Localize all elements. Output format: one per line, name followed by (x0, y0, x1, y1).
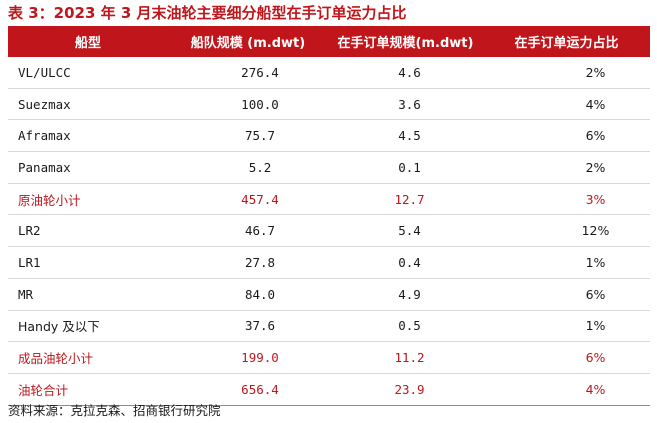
header-fleet-size: 船队规模 (m.dwt) (168, 26, 328, 57)
cell-orderbook-size: 12.7 (328, 183, 483, 216)
cell-orderbook-ratio: 1% (483, 310, 650, 343)
cell-orderbook-size: 11.2 (328, 341, 483, 374)
table-row-subtotal: 成品油轮小计 199.0 11.2 6% (8, 341, 650, 374)
header-orderbook-size: 在手订单规模(m.dwt) (328, 26, 483, 57)
cell-orderbook-size: 0.5 (328, 310, 483, 343)
table-row: Suezmax 100.0 3.6 4% (8, 88, 650, 121)
cell-ship-type: Panamax (8, 151, 168, 184)
cell-fleet-size: 37.6 (168, 310, 328, 343)
cell-ship-type: 原油轮小计 (8, 183, 168, 216)
source-note: 资料来源：克拉克森、招商银行研究院 (8, 403, 221, 418)
cell-fleet-size: 100.0 (168, 88, 328, 121)
cell-fleet-size: 75.7 (168, 119, 328, 153)
cell-ship-type: VL/ULCC (8, 57, 168, 89)
cell-orderbook-ratio: 12% (483, 214, 650, 248)
cell-ship-type: LR1 (8, 246, 168, 279)
cell-orderbook-ratio: 6% (483, 341, 650, 374)
table-row: VL/ULCC 276.4 4.6 2% (8, 57, 650, 89)
cell-ship-type: 油轮合计 (8, 373, 168, 406)
cell-fleet-size: 27.8 (168, 246, 328, 279)
orderbook-table: 船型 船队规模 (m.dwt) 在手订单规模(m.dwt) 在手订单运力占比 V… (8, 26, 650, 406)
table-row: LR2 46.7 5.4 12% (8, 214, 650, 248)
cell-fleet-size: 276.4 (168, 57, 328, 89)
cell-fleet-size: 457.4 (168, 183, 328, 216)
table-row-subtotal: 原油轮小计 457.4 12.7 3% (8, 183, 650, 216)
cell-orderbook-ratio: 2% (483, 151, 650, 184)
table-row: MR 84.0 4.9 6% (8, 278, 650, 311)
cell-orderbook-ratio: 6% (483, 119, 650, 153)
cell-orderbook-ratio: 4% (483, 88, 650, 121)
cell-fleet-size: 199.0 (168, 341, 328, 374)
cell-orderbook-ratio: 2% (483, 57, 650, 89)
header-ship-type: 船型 (8, 26, 168, 57)
cell-orderbook-size: 4.9 (328, 278, 483, 311)
cell-orderbook-ratio: 4% (483, 373, 650, 406)
cell-orderbook-ratio: 6% (483, 278, 650, 311)
cell-orderbook-size: 3.6 (328, 88, 483, 121)
cell-fleet-size: 656.4 (168, 373, 328, 406)
cell-orderbook-size: 4.5 (328, 119, 483, 153)
table-row: Panamax 5.2 0.1 2% (8, 151, 650, 184)
cell-ship-type: 成品油轮小计 (8, 341, 168, 374)
cell-ship-type: MR (8, 278, 168, 311)
cell-fleet-size: 84.0 (168, 278, 328, 311)
cell-fleet-size: 46.7 (168, 214, 328, 248)
cell-orderbook-ratio: 3% (483, 183, 650, 216)
cell-ship-type: Aframax (8, 119, 168, 153)
cell-orderbook-ratio: 1% (483, 246, 650, 279)
cell-orderbook-size: 23.9 (328, 373, 483, 406)
cell-orderbook-size: 4.6 (328, 57, 483, 89)
table-row-subtotal: 油轮合计 656.4 23.9 4% (8, 373, 650, 406)
table-title: 表 3：2023 年 3 月末油轮主要细分船型在手订单运力占比 (8, 4, 407, 22)
table-row: Handy 及以下 37.6 0.5 1% (8, 310, 650, 343)
table-row: LR1 27.8 0.4 1% (8, 246, 650, 279)
cell-fleet-size: 5.2 (168, 151, 328, 184)
cell-orderbook-size: 0.1 (328, 151, 483, 184)
cell-orderbook-size: 0.4 (328, 246, 483, 279)
table-row: Aframax 75.7 4.5 6% (8, 119, 650, 153)
cell-ship-type: Suezmax (8, 88, 168, 121)
cell-orderbook-size: 5.4 (328, 214, 483, 248)
header-orderbook-ratio: 在手订单运力占比 (483, 26, 650, 57)
cell-ship-type: LR2 (8, 214, 168, 248)
cell-ship-type: Handy 及以下 (8, 310, 168, 343)
table-header-row: 船型 船队规模 (m.dwt) 在手订单规模(m.dwt) 在手订单运力占比 (8, 26, 650, 57)
table-body: VL/ULCC 276.4 4.6 2% Suezmax 100.0 3.6 4% Aframa… (8, 57, 650, 406)
